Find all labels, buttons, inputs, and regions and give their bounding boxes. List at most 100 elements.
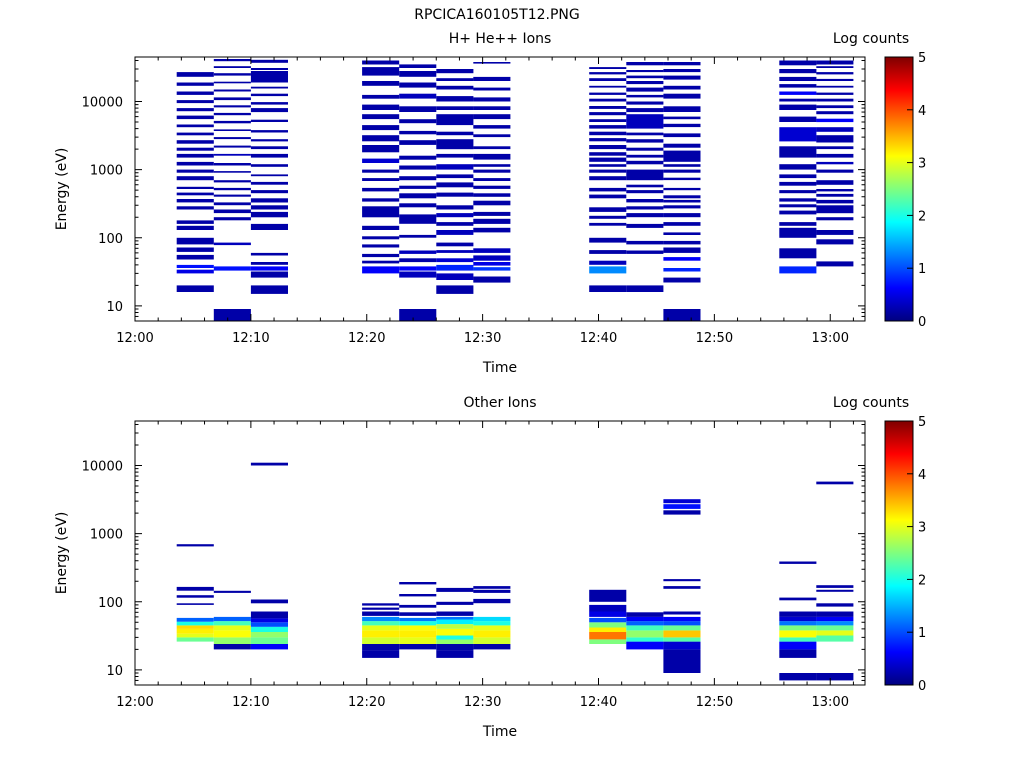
heatmap-cell <box>362 60 400 65</box>
heatmap-cell <box>663 611 701 615</box>
heatmap-cell <box>663 277 701 283</box>
y-tick-label: 1000 <box>90 164 123 179</box>
heatmap-cell <box>250 181 288 185</box>
time-column <box>436 69 474 294</box>
colorbar-tick-label: 2 <box>918 209 926 224</box>
heatmap-cell <box>779 104 817 110</box>
heatmap-cell <box>816 230 854 235</box>
heatmap-cell <box>589 266 627 274</box>
heatmap-cell <box>213 217 251 221</box>
heatmap-cell <box>779 174 817 179</box>
heatmap-cell <box>213 625 251 631</box>
heatmap-cell <box>176 199 214 203</box>
time-column <box>473 62 511 283</box>
heatmap-cell <box>213 120 251 124</box>
heatmap-cell <box>176 625 214 629</box>
heatmap-cell <box>816 217 854 221</box>
heatmap-cell <box>663 232 701 235</box>
heatmap-cell <box>399 637 437 644</box>
heatmap-cell <box>779 91 817 95</box>
heatmap-cell <box>250 108 288 113</box>
heatmap-cell <box>250 190 288 194</box>
heatmap-cell <box>250 252 288 256</box>
heatmap-cell <box>362 260 400 264</box>
heatmap-cell <box>250 599 288 604</box>
heatmap-cell <box>779 673 817 681</box>
x-tick-label: 12:50 <box>696 331 733 346</box>
x-tick-label: 12:40 <box>580 695 617 710</box>
heatmap-cell <box>779 561 817 564</box>
heatmap-cell <box>589 632 627 640</box>
heatmap-cell <box>779 76 817 81</box>
heatmap-cell <box>362 145 400 153</box>
heatmap-cell <box>176 237 214 245</box>
heatmap-cell <box>213 137 251 140</box>
heatmap-cell <box>663 579 701 582</box>
colorbar-tick-label: 0 <box>918 679 926 694</box>
heatmap-cell <box>589 72 627 75</box>
heatmap-cell <box>250 130 288 133</box>
colorbar-gradient <box>884 420 914 686</box>
heatmap-cell <box>816 92 854 95</box>
heatmap-cell <box>399 271 437 278</box>
heatmap-cell <box>589 85 627 88</box>
heatmap-cell <box>176 161 214 166</box>
heatmap-cell <box>362 611 400 616</box>
time-column <box>816 60 854 267</box>
heatmap-cell <box>626 616 664 622</box>
heatmap-cell <box>362 158 400 163</box>
heatmap-cell <box>473 586 511 589</box>
heatmap-cell <box>589 138 627 142</box>
colorbar-tick-label: 5 <box>918 51 926 66</box>
heatmap-cell <box>213 194 251 197</box>
heatmap-cell <box>436 273 474 280</box>
heatmap-cell <box>250 205 288 210</box>
heatmap-cell <box>779 222 817 226</box>
heatmap-cell <box>473 598 511 604</box>
heatmap-cell <box>663 164 701 167</box>
heatmap-cell <box>399 93 437 99</box>
heatmap-cell <box>589 145 627 150</box>
heatmap-cell <box>176 247 214 252</box>
heatmap-cell <box>213 637 251 644</box>
heatmap-cell <box>399 604 437 608</box>
heatmap-cell <box>663 499 701 504</box>
x-tick-label: 13:00 <box>812 331 849 346</box>
heatmap-cell <box>473 276 511 283</box>
heatmap-cell <box>473 146 511 150</box>
colorbar-tick-label: 1 <box>918 262 926 277</box>
heatmap-cell <box>436 250 474 253</box>
heatmap-cell <box>436 139 474 150</box>
time-column <box>663 499 701 673</box>
heatmap-cell <box>779 60 817 66</box>
heatmap-cell <box>473 114 511 120</box>
heatmap-cell <box>626 160 664 165</box>
heatmap-cell <box>436 624 474 629</box>
heatmap-cell <box>663 649 701 673</box>
heatmap-cell <box>176 637 214 642</box>
heatmap-cell <box>589 78 627 81</box>
heatmap-cell <box>176 108 214 112</box>
heatmap-cell <box>473 589 511 593</box>
y-tick-label: 10 <box>106 300 123 315</box>
heatmap-cell <box>176 621 214 626</box>
heatmap-cell <box>473 211 511 216</box>
heatmap-cell <box>213 266 251 271</box>
heatmap-cell <box>473 637 511 644</box>
heatmap-cell <box>473 630 511 638</box>
heatmap-cell <box>816 193 854 197</box>
heatmap-cell <box>399 193 437 199</box>
heatmap-cell <box>779 248 817 259</box>
y-axis-label: Energy (eV) <box>54 512 70 595</box>
heatmap-cell <box>399 203 437 208</box>
heatmap-cell <box>250 223 288 230</box>
heatmap-cell <box>473 106 511 110</box>
heatmap-cell <box>816 630 854 636</box>
heatmap-cell <box>626 62 664 66</box>
heatmap-cell <box>436 205 474 210</box>
heatmap-cell <box>213 59 251 62</box>
heatmap-cell <box>436 174 474 179</box>
heatmap-cell <box>779 69 817 74</box>
heatmap-cell <box>626 199 664 203</box>
heatmap-cell <box>176 633 214 638</box>
